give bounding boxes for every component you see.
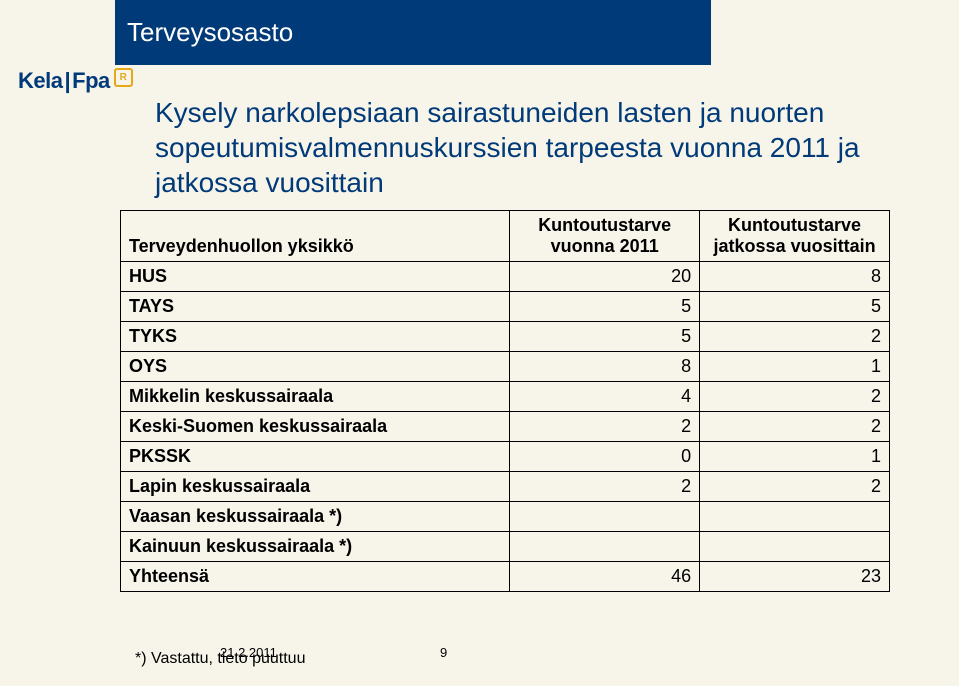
cell-unit: TAYS <box>121 292 510 322</box>
cell-value-2 <box>700 532 890 562</box>
table-row: Vaasan keskussairaala *) <box>121 502 890 532</box>
cell-unit: Mikkelin keskussairaala <box>121 382 510 412</box>
table-row: OYS81 <box>121 352 890 382</box>
cell-value-1: 46 <box>510 562 700 592</box>
cell-unit: PKSSK <box>121 442 510 472</box>
cell-value-1 <box>510 502 700 532</box>
table-row: Kainuun keskussairaala *) <box>121 532 890 562</box>
cell-unit: Vaasan keskussairaala *) <box>121 502 510 532</box>
cell-value-1: 8 <box>510 352 700 382</box>
logo-separator: | <box>64 68 70 94</box>
logo-badge-icon: R <box>114 68 133 87</box>
cell-value-2: 2 <box>700 472 890 502</box>
logo-kela: Kela <box>18 68 62 94</box>
cell-unit: TYKS <box>121 322 510 352</box>
cell-value-2: 5 <box>700 292 890 322</box>
header-col1: Kuntoutustarve vuonna 2011 <box>510 211 700 262</box>
table-row: TAYS55 <box>121 292 890 322</box>
cell-value-2: 2 <box>700 382 890 412</box>
cell-unit: Kainuun keskussairaala *) <box>121 532 510 562</box>
header-unit: Terveydenhuollon yksikkö <box>121 211 510 262</box>
table-row: TYKS52 <box>121 322 890 352</box>
cell-value-1: 2 <box>510 472 700 502</box>
table-row: Yhteensä4623 <box>121 562 890 592</box>
cell-value-1 <box>510 532 700 562</box>
cell-value-1: 2 <box>510 412 700 442</box>
cell-value-2 <box>700 502 890 532</box>
cell-value-1: 4 <box>510 382 700 412</box>
cell-value-1: 5 <box>510 292 700 322</box>
footer-page-number: 9 <box>440 645 447 660</box>
table-row: Mikkelin keskussairaala42 <box>121 382 890 412</box>
data-table: Terveydenhuollon yksikkö Kuntoutustarve … <box>120 210 890 592</box>
section-banner: Terveysosasto <box>115 0 711 65</box>
cell-unit: HUS <box>121 262 510 292</box>
table-row: Lapin keskussairaala22 <box>121 472 890 502</box>
cell-value-2: 2 <box>700 322 890 352</box>
cell-value-2: 23 <box>700 562 890 592</box>
cell-unit: Lapin keskussairaala <box>121 472 510 502</box>
table-header-row: Terveydenhuollon yksikkö Kuntoutustarve … <box>121 211 890 262</box>
cell-value-1: 20 <box>510 262 700 292</box>
cell-unit: OYS <box>121 352 510 382</box>
footer-note: *) Vastattu, tieto puuttuu <box>135 650 305 668</box>
logo-fpa: Fpa <box>72 68 110 94</box>
cell-value-2: 2 <box>700 412 890 442</box>
table-row: Keski-Suomen keskussairaala22 <box>121 412 890 442</box>
cell-value-2: 1 <box>700 442 890 472</box>
cell-value-1: 5 <box>510 322 700 352</box>
cell-value-2: 8 <box>700 262 890 292</box>
logo: Kela | Fpa R <box>18 68 133 94</box>
header-col2: Kuntoutustarve jatkossa vuosittain <box>700 211 890 262</box>
banner-text: Terveysosasto <box>127 17 293 48</box>
table-row: PKSSK01 <box>121 442 890 472</box>
table-row: HUS208 <box>121 262 890 292</box>
cell-value-2: 1 <box>700 352 890 382</box>
cell-unit: Yhteensä <box>121 562 510 592</box>
cell-value-1: 0 <box>510 442 700 472</box>
slide-title: Kysely narkolepsiaan sairastuneiden last… <box>155 95 885 200</box>
cell-unit: Keski-Suomen keskussairaala <box>121 412 510 442</box>
